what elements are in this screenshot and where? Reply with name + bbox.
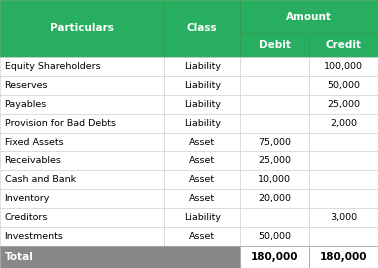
Text: Liability: Liability <box>184 118 221 128</box>
Bar <box>0 227 164 246</box>
Bar <box>164 189 240 209</box>
Bar <box>240 0 378 33</box>
Text: Liability: Liability <box>184 213 221 222</box>
Bar <box>240 76 309 95</box>
Text: Asset: Asset <box>189 157 215 165</box>
Bar <box>309 76 378 95</box>
Bar <box>240 209 309 227</box>
Bar <box>309 132 378 151</box>
Bar <box>0 0 164 57</box>
Bar <box>164 132 240 151</box>
Bar <box>0 189 164 209</box>
Bar <box>0 57 164 76</box>
Bar <box>164 209 240 227</box>
Text: Cash and Bank: Cash and Bank <box>5 176 76 184</box>
Bar <box>240 151 309 170</box>
Bar <box>240 132 309 151</box>
Text: 10,000: 10,000 <box>258 176 291 184</box>
Text: 25,000: 25,000 <box>258 157 291 165</box>
Bar <box>240 189 309 209</box>
Text: Equity Shareholders: Equity Shareholders <box>5 62 100 71</box>
Bar <box>240 227 309 246</box>
Bar <box>164 95 240 114</box>
Bar <box>309 95 378 114</box>
Text: 25,000: 25,000 <box>327 100 360 109</box>
Bar <box>240 95 309 114</box>
Text: Debit: Debit <box>259 40 291 50</box>
Text: Investments: Investments <box>5 232 64 241</box>
Text: Amount: Amount <box>286 12 332 22</box>
Text: 75,000: 75,000 <box>258 137 291 147</box>
Bar <box>240 33 309 57</box>
Bar <box>240 170 309 189</box>
Bar <box>0 246 240 268</box>
Bar <box>164 114 240 132</box>
Text: 3,000: 3,000 <box>330 213 357 222</box>
Bar <box>309 227 378 246</box>
Bar <box>0 151 164 170</box>
Text: Asset: Asset <box>189 232 215 241</box>
Text: Liability: Liability <box>184 62 221 71</box>
Bar <box>0 95 164 114</box>
Text: 180,000: 180,000 <box>320 252 367 262</box>
Bar <box>0 132 164 151</box>
Bar <box>240 246 309 268</box>
Bar <box>164 151 240 170</box>
Text: Receivables: Receivables <box>5 157 61 165</box>
Bar <box>0 76 164 95</box>
Text: Creditors: Creditors <box>5 213 48 222</box>
Bar <box>309 189 378 209</box>
Bar <box>309 170 378 189</box>
Text: Asset: Asset <box>189 194 215 203</box>
Text: Liability: Liability <box>184 81 221 90</box>
Bar <box>164 170 240 189</box>
Bar <box>0 170 164 189</box>
Bar <box>0 209 164 227</box>
Text: Reserves: Reserves <box>5 81 48 90</box>
Bar <box>240 114 309 132</box>
Text: Particulars: Particulars <box>50 23 114 33</box>
Text: Fixed Assets: Fixed Assets <box>5 137 63 147</box>
Text: 50,000: 50,000 <box>258 232 291 241</box>
Text: Class: Class <box>187 23 218 33</box>
Bar <box>309 114 378 132</box>
Bar <box>309 33 378 57</box>
Text: Payables: Payables <box>5 100 47 109</box>
Text: Credit: Credit <box>325 40 362 50</box>
Text: 180,000: 180,000 <box>251 252 298 262</box>
Bar <box>164 76 240 95</box>
Bar <box>309 151 378 170</box>
Bar <box>309 209 378 227</box>
Bar <box>309 57 378 76</box>
Text: Asset: Asset <box>189 176 215 184</box>
Text: Provision for Bad Debts: Provision for Bad Debts <box>5 118 116 128</box>
Text: Liability: Liability <box>184 100 221 109</box>
Bar <box>164 57 240 76</box>
Bar <box>164 227 240 246</box>
Bar <box>309 246 378 268</box>
Text: 20,000: 20,000 <box>258 194 291 203</box>
Text: 50,000: 50,000 <box>327 81 360 90</box>
Bar <box>240 57 309 76</box>
Text: 2,000: 2,000 <box>330 118 357 128</box>
Text: Inventory: Inventory <box>5 194 50 203</box>
Bar <box>0 114 164 132</box>
Text: 100,000: 100,000 <box>324 62 363 71</box>
Text: Total: Total <box>5 252 33 262</box>
Text: Asset: Asset <box>189 137 215 147</box>
Bar <box>164 0 240 57</box>
